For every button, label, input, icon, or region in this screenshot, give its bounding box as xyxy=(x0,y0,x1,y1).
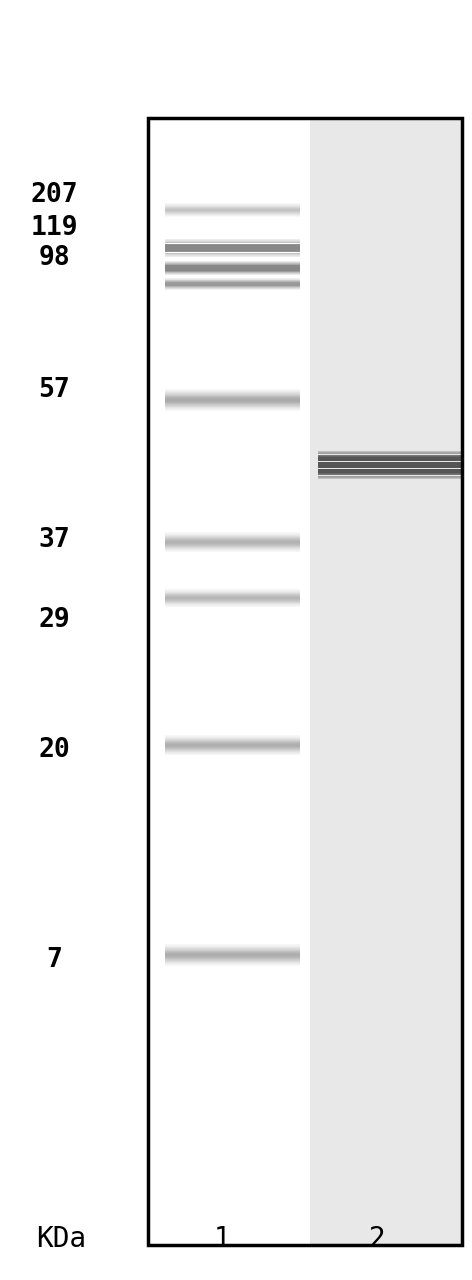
Text: 57: 57 xyxy=(38,378,70,403)
Text: 1: 1 xyxy=(213,1225,230,1253)
Text: KDa: KDa xyxy=(36,1225,86,1253)
Text: 98: 98 xyxy=(38,244,70,271)
Text: 119: 119 xyxy=(31,215,78,241)
Bar xyxy=(148,118,310,1245)
Text: 2: 2 xyxy=(369,1225,386,1253)
Text: 37: 37 xyxy=(38,527,70,553)
Text: 207: 207 xyxy=(31,182,78,207)
Text: 29: 29 xyxy=(38,607,70,634)
Bar xyxy=(148,118,462,1245)
Bar xyxy=(310,118,462,1245)
Text: 20: 20 xyxy=(38,737,70,763)
Text: 7: 7 xyxy=(46,947,62,973)
